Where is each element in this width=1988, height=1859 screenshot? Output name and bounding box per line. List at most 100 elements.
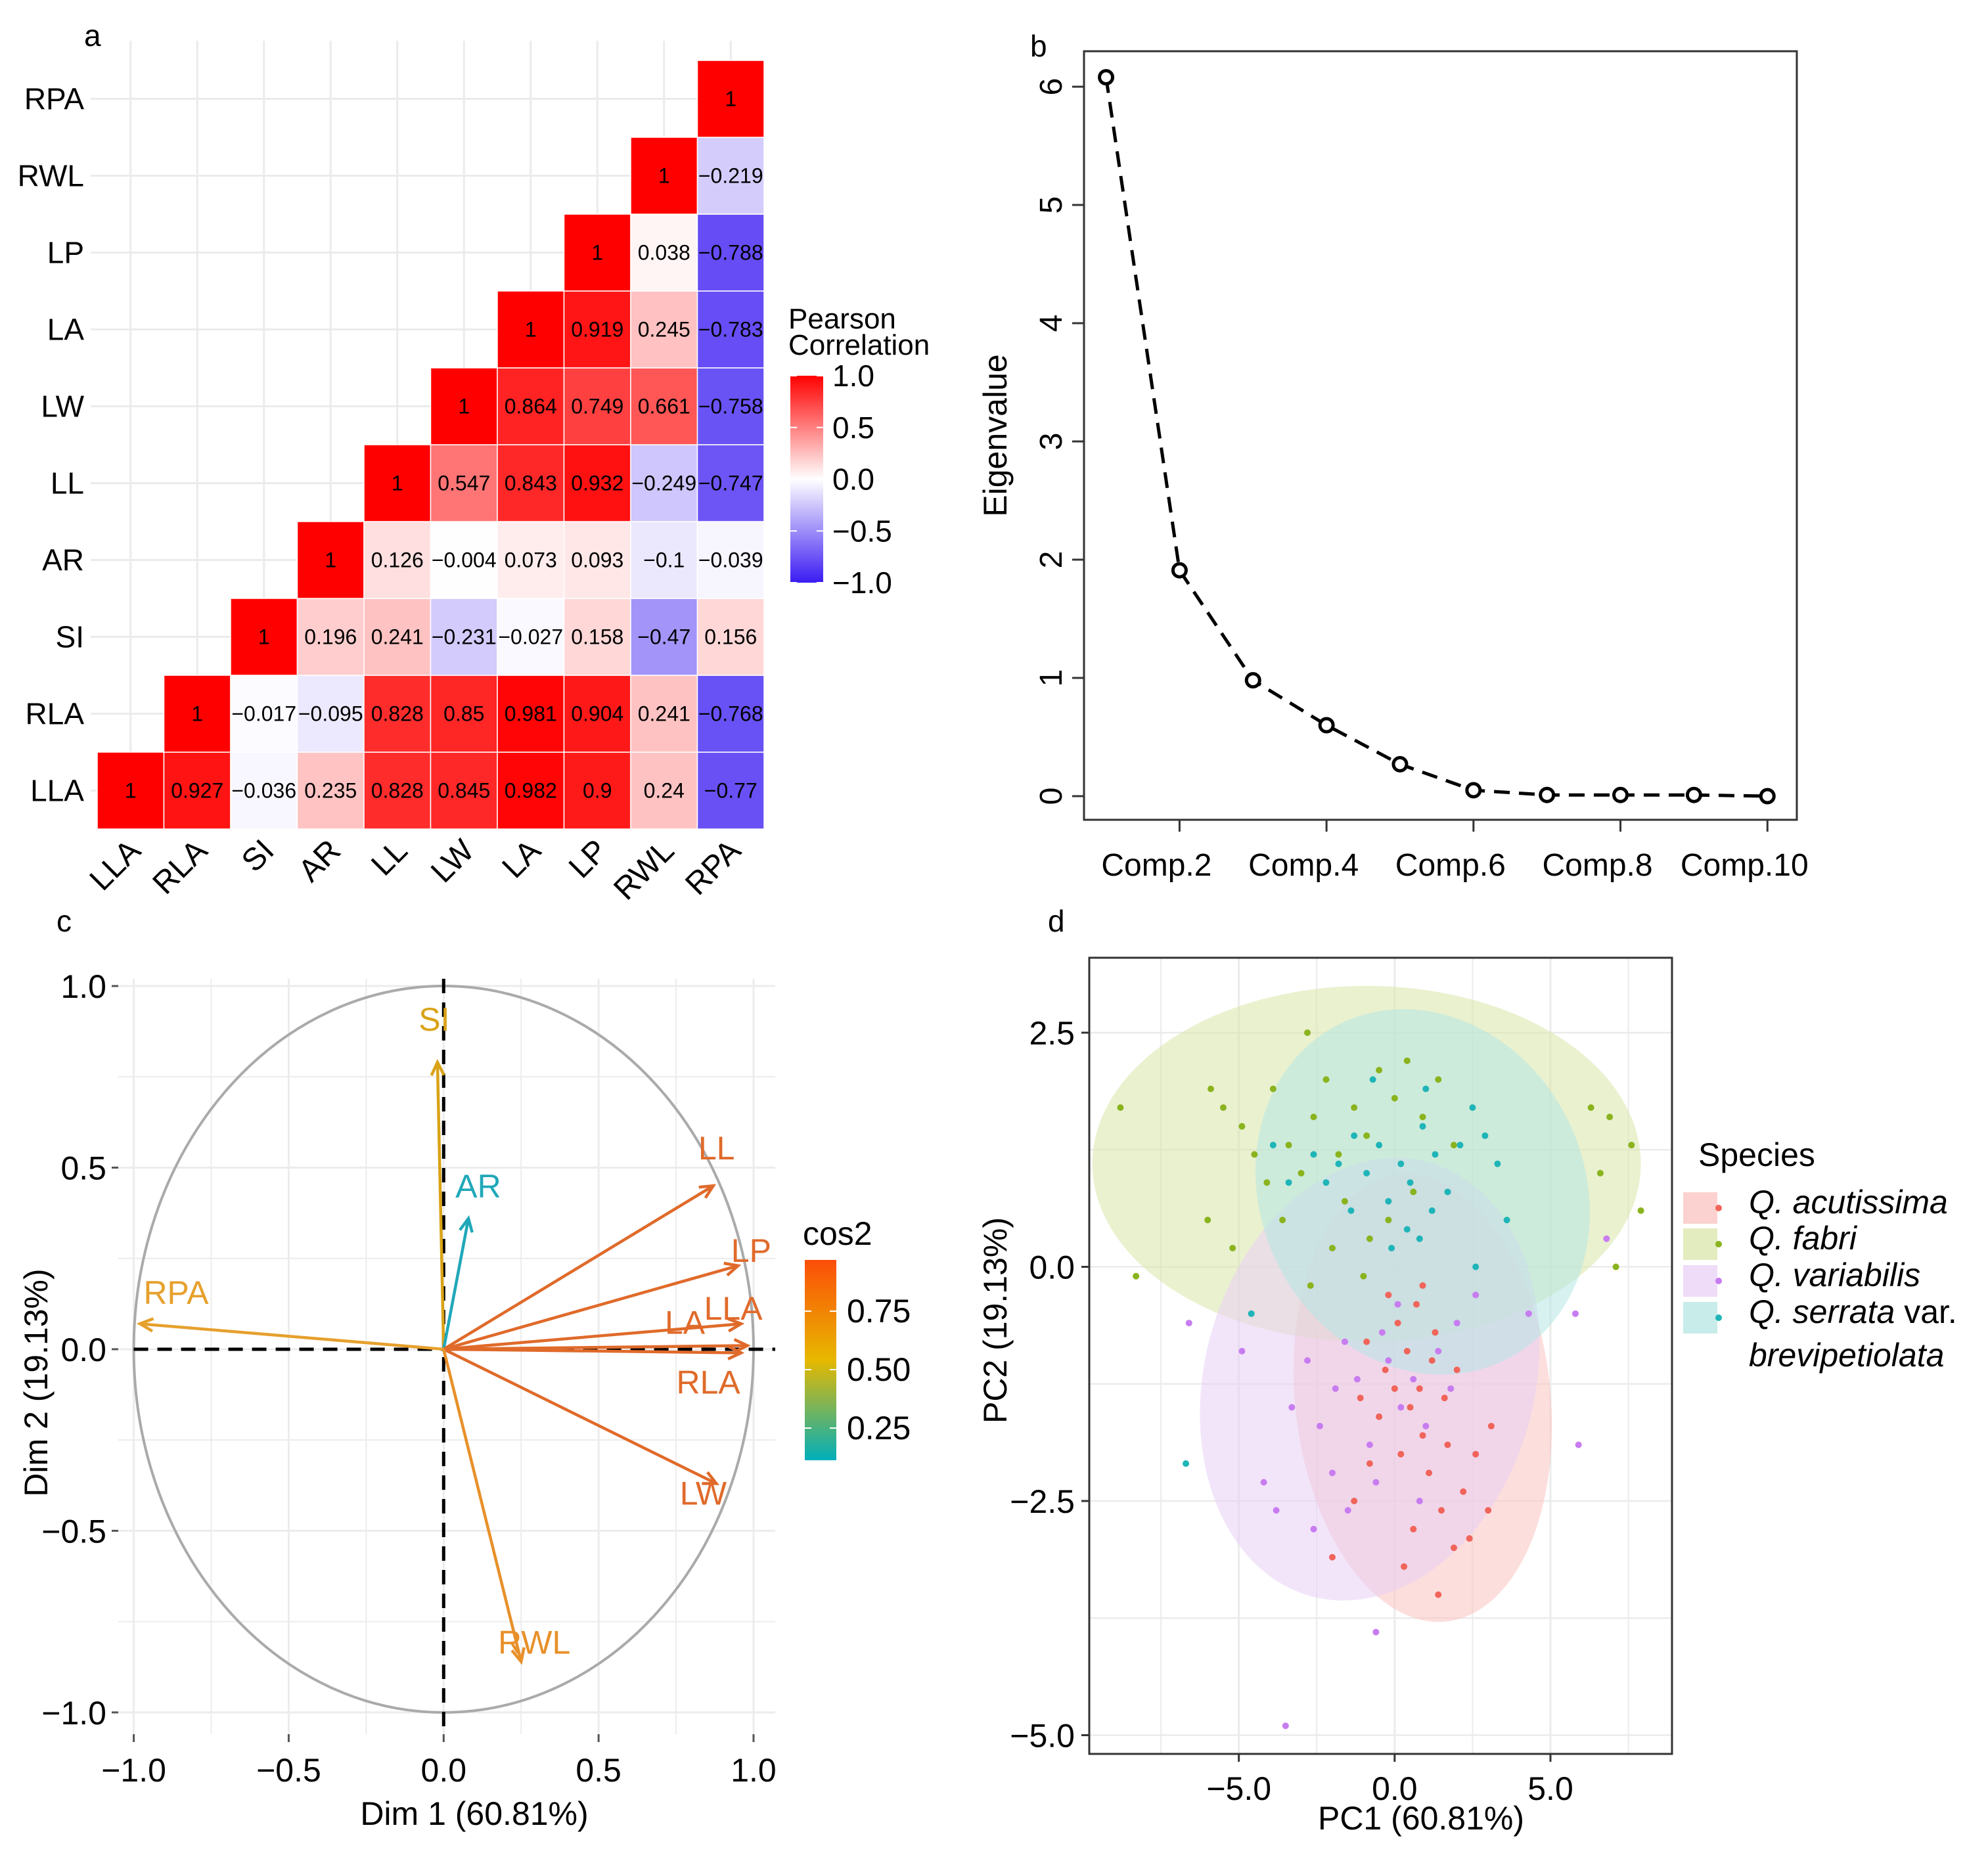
heatmap-cell-value: −0.77	[704, 779, 757, 803]
data-point-q-serrata-var-brevipetiolata	[1419, 1123, 1426, 1130]
legend-key-point	[1715, 1314, 1722, 1321]
heatmap-cell-RPA-RLA	[696, 675, 765, 753]
data-point-q-fabri	[1269, 1085, 1276, 1092]
heatmap-cell-value: 0.073	[505, 549, 557, 572]
x-tick-label: 0.0	[421, 1752, 467, 1789]
data-point-q-serrata-var-brevipetiolata	[1403, 1226, 1411, 1233]
legend-tick-label: 0.0	[832, 462, 874, 497]
data-point-q-fabri	[1385, 1217, 1392, 1224]
data-point-q-fabri	[1322, 1076, 1330, 1083]
heatmap-cell-RWL-RLA	[630, 675, 698, 753]
data-point-q-variabilis	[1328, 1469, 1336, 1477]
heatmap-cell-LL-LL	[363, 444, 432, 522]
y-tick-label: −2.5	[1010, 1483, 1075, 1520]
legend-tick-label: −1.0	[832, 566, 892, 600]
heatmap-cell-value: 1	[258, 625, 270, 649]
x-tick-label: −1.0	[101, 1752, 166, 1789]
legend-label: Q. fabri	[1749, 1220, 1858, 1257]
data-point-q-variabilis	[1416, 1498, 1423, 1505]
eigenvalue-point-comp2	[1171, 562, 1188, 579]
data-point-q-acutissima	[1435, 1591, 1442, 1598]
data-point-q-serrata-var-brevipetiolata	[1481, 1132, 1489, 1139]
legend-tick-label: 0.25	[847, 1410, 911, 1446]
x-tick-label: −5.0	[1206, 1770, 1271, 1807]
arrow-label-AR: AR	[455, 1168, 501, 1205]
data-point-q-acutissima	[1363, 1338, 1370, 1345]
scree-line	[1098, 69, 1776, 805]
data-point-q-variabilis	[1238, 1347, 1246, 1355]
arrow-LP	[443, 1264, 739, 1351]
heatmap-column-label: LP	[562, 833, 614, 885]
data-point-q-acutissima	[1450, 1544, 1457, 1552]
data-point-q-variabilis	[1575, 1441, 1582, 1448]
data-point-q-variabilis	[1185, 1320, 1192, 1327]
data-point-q-fabri	[1298, 1169, 1305, 1176]
data-point-q-acutissima	[1391, 1385, 1398, 1392]
data-point-q-fabri	[1285, 1142, 1292, 1149]
data-point-q-fabri	[1133, 1272, 1140, 1280]
heatmap-cell-value: −0.788	[698, 241, 763, 265]
data-point-q-acutissima	[1485, 1507, 1492, 1514]
heatmap-cell-LW-SI	[430, 598, 498, 676]
arrow-RWL	[442, 1349, 523, 1662]
heatmap-cell-value: 1	[591, 241, 603, 265]
heatmap-cell-value: 0.9	[583, 779, 612, 803]
heatmap-cell-LA-LW	[497, 367, 565, 445]
heatmap-cell-value: 0.843	[505, 472, 557, 495]
plot-frame	[1088, 956, 1673, 1755]
data-point-q-acutissima	[1437, 1507, 1445, 1514]
pca-scatter-plot: −5.0 0.0 5.0 2.5 0.0 −2.5 −5.0	[1010, 956, 1673, 1807]
data-point-q-fabri	[1207, 1085, 1214, 1092]
legend-tick-label: 0.75	[847, 1293, 911, 1330]
y-tick-label: 4	[1034, 315, 1069, 332]
heatmap-cell-value: 0.919	[571, 318, 623, 342]
legend-tick-label: 0.50	[847, 1351, 911, 1388]
heatmap-row-label: RPA	[24, 82, 84, 116]
data-point-q-serrata-var-brevipetiolata	[1503, 1217, 1510, 1224]
data-point-q-variabilis	[1317, 1422, 1324, 1429]
data-point-q-fabri	[1376, 1067, 1383, 1074]
data-point-q-serrata-var-brevipetiolata	[1363, 1169, 1370, 1176]
data-point-q-fabri	[1419, 1113, 1426, 1121]
data-point-q-acutissima	[1376, 1413, 1383, 1420]
data-point-q-variabilis	[1341, 1338, 1348, 1345]
heatmap-cell-RPA-SI	[696, 598, 765, 676]
heatmap-cell-value: −0.027	[498, 625, 563, 649]
data-point-q-serrata-var-brevipetiolata	[1428, 1207, 1435, 1214]
eigenvalue-point-comp5	[1391, 755, 1409, 773]
species-legend-title: Species	[1698, 1136, 1815, 1173]
legend-key-fill	[1683, 1228, 1717, 1260]
arrow-LL	[443, 1184, 714, 1351]
heatmap-cell-value: 0.241	[638, 702, 690, 726]
x-tick-label: 1.0	[731, 1752, 777, 1789]
panel-d-pca-scatter: d −5.0 0.0 5.02.50.0−2.5−5.0 PC1 (60.81%) …	[977, 904, 1957, 1837]
data-point-q-acutissima	[1428, 1357, 1435, 1364]
heatmap-cell-value: 0.927	[171, 779, 223, 803]
circle-xlabel: Dim 1 (60.81%)	[360, 1795, 588, 1832]
heatmap-cell-RWL-LL	[630, 444, 698, 522]
heatmap-cell-value: −0.231	[432, 625, 497, 649]
heatmap-cell-RPA-RPA	[696, 60, 765, 138]
heatmap-cell-LA-LLA	[497, 751, 565, 830]
legend-key-fill	[1683, 1302, 1717, 1333]
heatmap-cell-value: 0.982	[505, 779, 557, 803]
eigenvalue-point-comp8	[1612, 786, 1629, 803]
heatmap-row-label: RLA	[26, 697, 85, 731]
heatmap-cell-value: 1	[525, 318, 537, 342]
legend-label-suffix: var.	[1895, 1293, 1956, 1330]
y-tick-label: 1.0	[60, 968, 106, 1005]
heatmap-cells: 1 0.927 −0.036 0.235 0.828 0.845 0.982 0.9 0.24−…	[97, 60, 765, 830]
legend-label-italic: Q. acutissima	[1749, 1184, 1948, 1221]
arrow-label-LP: LP	[731, 1232, 771, 1269]
data-point-q-variabilis	[1366, 1441, 1373, 1448]
heatmap-cell-value: 0.126	[371, 549, 424, 572]
heatmap-cell-LL-LLA	[363, 751, 432, 830]
data-point-q-acutissima	[1419, 1432, 1426, 1439]
arrow-label-LW: LW	[680, 1475, 727, 1512]
panel-label-a: a	[84, 18, 101, 53]
heatmap-row-labels: LLA RLA SI AR LL LW LA LP RWL RPA	[18, 82, 85, 808]
heatmap-cell-value: 0.24	[644, 779, 685, 803]
arrowhead-RPA	[136, 1317, 154, 1333]
